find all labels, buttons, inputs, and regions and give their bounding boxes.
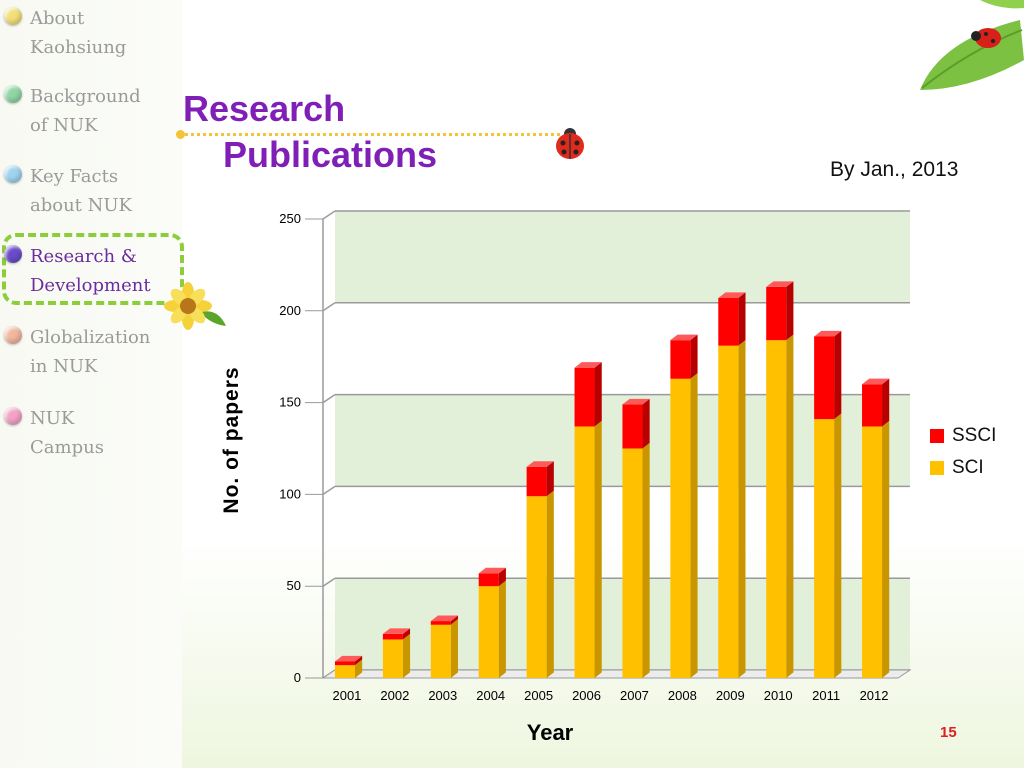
sidebar-item-about-kaohsiung[interactable]: About Kaohsiung bbox=[4, 4, 170, 62]
y-tick-label: 100 bbox=[279, 486, 301, 501]
bar-ssci bbox=[814, 330, 842, 420]
bar-ssci bbox=[766, 281, 794, 341]
sidebar-item-campus[interactable]: NUK Campus bbox=[4, 404, 170, 462]
title-line-2: Publications bbox=[223, 134, 438, 175]
legend-label: SCI bbox=[952, 457, 984, 478]
bar-sci bbox=[574, 420, 602, 678]
bullet-icon bbox=[4, 7, 22, 25]
bar-sci bbox=[670, 373, 698, 678]
gridline bbox=[322, 210, 336, 220]
bar-ssci bbox=[622, 398, 650, 449]
sidebar-item-key-facts[interactable]: Key Facts about NUK bbox=[4, 162, 170, 220]
chart-legend: SSCI SCI bbox=[930, 420, 996, 484]
gridline bbox=[322, 393, 336, 404]
x-tick-label: 2004 bbox=[476, 688, 505, 703]
x-tick-label: 2006 bbox=[572, 688, 601, 703]
x-tick-label: 2008 bbox=[668, 688, 697, 703]
sidebar-item-label: Research & Development bbox=[30, 246, 151, 296]
bullet-icon bbox=[4, 245, 22, 263]
bar-sci bbox=[766, 334, 794, 678]
x-tick-label: 2003 bbox=[428, 688, 457, 703]
ladybug-icon bbox=[556, 128, 584, 159]
x-tick-label: 2009 bbox=[716, 688, 745, 703]
legend-swatch bbox=[930, 429, 944, 443]
sidebar-item-background[interactable]: Background of NUK bbox=[4, 82, 170, 140]
page-number: 15 bbox=[940, 724, 957, 741]
sidebar-item-label: Background of NUK bbox=[30, 86, 141, 136]
bar-sci bbox=[622, 442, 650, 678]
page-title: Research Publications bbox=[183, 86, 437, 178]
bar-ssci bbox=[382, 628, 411, 640]
publications-chart: 0 50 100 150 200 250 2001 2002 2003 2004 2005 2006… bbox=[220, 210, 912, 745]
flower-icon bbox=[164, 282, 226, 330]
x-tick-label: 2002 bbox=[380, 688, 409, 703]
gridline bbox=[322, 485, 336, 496]
y-tick-label: 150 bbox=[279, 395, 301, 410]
y-tick-label: 50 bbox=[287, 578, 301, 593]
sidebar-item-label: Globalization in NUK bbox=[30, 327, 151, 377]
x-tick-label: 2011 bbox=[812, 688, 840, 703]
y-tick-label: 250 bbox=[279, 211, 301, 226]
sidebar-item-label: About Kaohsiung bbox=[30, 8, 127, 58]
bar-ssci bbox=[334, 655, 363, 666]
bar-ssci bbox=[862, 378, 890, 427]
bar-ssci bbox=[478, 567, 506, 587]
sidebar-item-globalization[interactable]: Globalization in NUK bbox=[4, 323, 170, 381]
bullet-icon bbox=[4, 326, 22, 344]
x-tick-label: 2001 bbox=[332, 688, 361, 703]
bar-sci bbox=[478, 580, 506, 678]
grid-band bbox=[335, 211, 910, 303]
bar-sci bbox=[526, 490, 554, 678]
y-tick-label: 0 bbox=[294, 670, 301, 685]
bullet-icon bbox=[4, 407, 22, 425]
ladybug-icon bbox=[971, 28, 1001, 48]
bar-sci bbox=[862, 420, 890, 678]
y-axis-label: No. of papers bbox=[220, 366, 243, 513]
bar-ssci bbox=[526, 461, 554, 497]
x-tick-label: 2010 bbox=[764, 688, 793, 703]
title-underline bbox=[176, 130, 560, 139]
legend-item-sci: SCI bbox=[930, 452, 996, 484]
sidebar-item-label: Key Facts about NUK bbox=[30, 166, 133, 216]
bar-ssci bbox=[430, 615, 458, 625]
chart-floor bbox=[321, 669, 912, 679]
gridline bbox=[322, 302, 336, 312]
bar-sci bbox=[718, 340, 746, 678]
gridline bbox=[322, 577, 336, 587]
bullet-icon bbox=[4, 165, 22, 183]
active-item-frame bbox=[2, 233, 184, 305]
leaf-icon bbox=[920, 0, 1024, 90]
sidebar-item-research[interactable]: Research & Development bbox=[4, 242, 170, 300]
x-tick-label: 2005 bbox=[524, 688, 553, 703]
x-axis-label: Year bbox=[527, 720, 574, 745]
date-note: By Jan., 2013 bbox=[830, 158, 959, 181]
sidebar-item-label: NUK Campus bbox=[30, 408, 104, 458]
bar-ssci bbox=[574, 362, 602, 427]
bullet-icon bbox=[4, 85, 22, 103]
bar-sci bbox=[430, 619, 458, 678]
legend-item-ssci: SSCI bbox=[930, 420, 996, 452]
legend-label: SSCI bbox=[952, 425, 997, 446]
bar-sci bbox=[382, 633, 411, 678]
sidebar-nav: About Kaohsiung Background of NUK Key Fa… bbox=[0, 0, 184, 768]
x-tick-label: 2007 bbox=[620, 688, 649, 703]
legend-swatch bbox=[930, 461, 944, 475]
title-line-1: Research bbox=[183, 88, 346, 129]
y-tick-label: 200 bbox=[279, 303, 301, 318]
bar-sci bbox=[814, 413, 842, 678]
bar-ssci bbox=[718, 292, 746, 346]
x-tick-label: 2012 bbox=[860, 688, 889, 703]
bar-ssci bbox=[670, 334, 698, 379]
